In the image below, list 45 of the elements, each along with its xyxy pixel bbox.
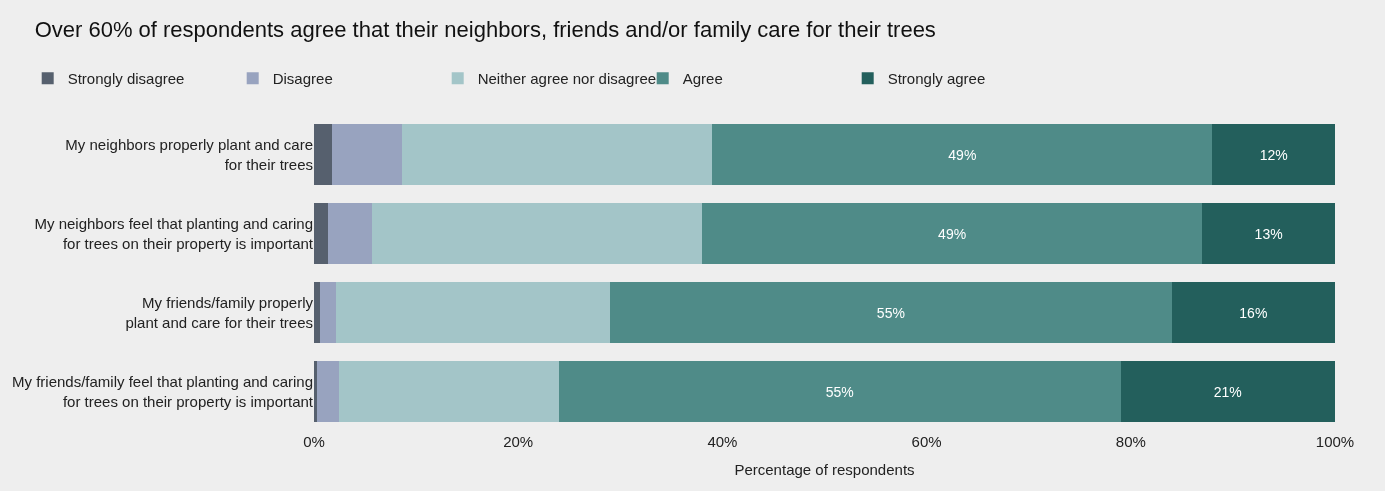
x-tick-label: 20% bbox=[503, 433, 534, 450]
bar bbox=[1120, 360, 1335, 423]
data-label: 21% bbox=[1213, 383, 1242, 400]
legend-label: Strongly disagree bbox=[67, 70, 185, 88]
bar bbox=[320, 281, 337, 344]
data-label: 12% bbox=[1259, 146, 1288, 163]
x-tick-label: 40% bbox=[707, 433, 738, 450]
legend-label: Strongly agree bbox=[887, 70, 986, 88]
bar bbox=[332, 123, 402, 186]
data-label: 55% bbox=[825, 383, 854, 400]
x-tick-label: 100% bbox=[1315, 433, 1355, 450]
legend-label: Agree bbox=[682, 70, 723, 88]
data-label: 13% bbox=[1254, 225, 1283, 242]
x-axis-title: Percentage of respondents bbox=[734, 461, 915, 478]
bar bbox=[338, 360, 560, 423]
y-tick-label: My friends/family feel that planting and caring for trees on their property is important bbox=[12, 373, 314, 410]
bar bbox=[314, 123, 333, 186]
x-tick-label: 60% bbox=[911, 433, 942, 450]
bar bbox=[314, 202, 329, 265]
data-label: 49% bbox=[948, 146, 977, 163]
chart-title: Over 60% of respondents agree that their neighbors, friends and/or family care for their trees bbox=[34, 17, 936, 43]
data-label: 16% bbox=[1239, 304, 1268, 321]
bar bbox=[1212, 123, 1335, 186]
y-tick-label: My neighbors properly plant and care for their trees bbox=[65, 136, 313, 173]
legend-label: Neither agree nor disagree bbox=[477, 70, 657, 88]
bar bbox=[1202, 202, 1335, 265]
bar bbox=[317, 360, 339, 423]
data-label: 49% bbox=[938, 225, 967, 242]
bar bbox=[701, 202, 1203, 265]
bar bbox=[559, 360, 1121, 423]
bar bbox=[314, 281, 321, 344]
data-label: 55% bbox=[876, 304, 905, 321]
bar bbox=[336, 281, 611, 344]
x-tick-label: 0% bbox=[303, 433, 325, 450]
y-tick-label: My neighbors feel that planting and caring for trees on their property is important bbox=[34, 215, 314, 252]
bar bbox=[401, 123, 713, 186]
bar bbox=[1171, 281, 1335, 344]
bar bbox=[610, 281, 1172, 344]
bar bbox=[372, 202, 702, 265]
x-tick-label: 80% bbox=[1115, 433, 1146, 450]
bar bbox=[328, 202, 373, 265]
legend-label: Disagree bbox=[272, 70, 333, 88]
bar bbox=[314, 360, 318, 423]
y-tick-label: My friends/family properly plant and care for their trees bbox=[125, 294, 314, 331]
bar bbox=[712, 123, 1213, 186]
